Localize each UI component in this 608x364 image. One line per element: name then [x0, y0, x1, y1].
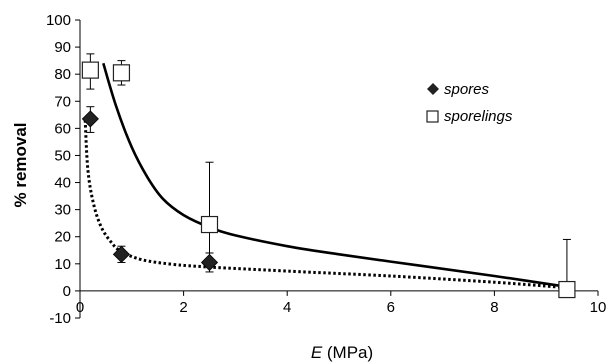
data-point-spores [200, 253, 219, 272]
tick-labels: -10 0 10 20 30 40 50 60 70 80 90 100 0 2 4 6 8 10 [46, 12, 606, 327]
x-tick-label: 10 [590, 299, 607, 316]
x-tick-label: 0 [76, 299, 84, 316]
legend-marker-sporelings [426, 110, 439, 123]
data-point-sporelings [558, 280, 576, 299]
x-axis-unit: (MPa) [322, 343, 373, 362]
y-tick-label: 80 [54, 66, 71, 83]
y-axis-title: % removal [11, 122, 30, 207]
x-axis-variable: E [311, 343, 323, 362]
data-point-sporelings [200, 215, 219, 234]
legend-label-spores: spores [444, 81, 490, 98]
y-tick-label: 70 [54, 93, 71, 110]
y-tick-label: 100 [46, 12, 71, 29]
x-tick-label: 6 [387, 299, 395, 316]
x-tick-label: 8 [490, 299, 498, 316]
data-point-sporelings [81, 61, 99, 79]
legend: spores sporelings [418, 70, 534, 132]
x-tick-label: 2 [179, 299, 187, 316]
y-tick-label: 50 [54, 147, 71, 164]
fit-line-spores [83, 120, 568, 290]
y-tick-label: 40 [54, 175, 71, 192]
y-tick-label: 20 [54, 229, 71, 246]
y-tick-label: 0 [63, 283, 71, 300]
y-tick-label: -10 [49, 310, 71, 327]
x-axis-title: E (MPa) [311, 343, 373, 362]
y-tick-label: 90 [54, 39, 71, 56]
data-point-sporelings [112, 64, 131, 82]
markers [81, 61, 576, 299]
x-tick-label: 4 [283, 299, 291, 316]
y-tick-label: 30 [54, 202, 71, 219]
y-tick-label: 60 [54, 120, 71, 137]
data-point-spores [112, 245, 131, 263]
legend-marker-spores [427, 83, 439, 95]
legend-label-sporelings: sporelings [444, 108, 513, 125]
axes [75, 19, 599, 319]
y-tick-label: 10 [54, 256, 71, 273]
data-point-spores [81, 110, 99, 128]
